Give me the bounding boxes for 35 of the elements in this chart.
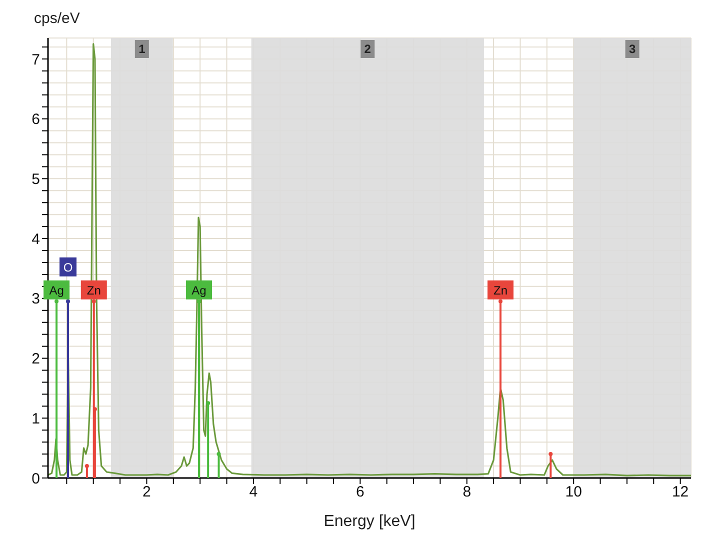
y-tick-label: 3 — [32, 290, 40, 308]
band-label: 3 — [628, 42, 636, 56]
x-tick-label: 2 — [142, 484, 151, 501]
x-tick-label: 6 — [356, 484, 364, 501]
y-tick-label: 4 — [32, 230, 40, 248]
point — [197, 299, 202, 304]
band-label: 1 — [138, 42, 146, 56]
y-tick-label: 7 — [32, 51, 40, 68]
annotation: Zn — [493, 283, 508, 298]
y-tick-label: 6 — [32, 111, 40, 128]
x-tick-label: 8 — [462, 484, 472, 501]
point — [92, 299, 96, 304]
y-tick-label: 2 — [32, 350, 40, 368]
x-tick-label: 12 — [672, 484, 689, 501]
point — [66, 299, 70, 304]
point — [84, 464, 89, 468]
y-axis-title: cps/eV — [34, 10, 80, 27]
annotation: O — [63, 260, 73, 274]
y-tick-label: 5 — [32, 171, 40, 188]
y-tick-label: 0 — [32, 470, 40, 488]
y-tick-label: 1 — [32, 410, 40, 428]
point — [206, 401, 210, 406]
annotation: Ag — [192, 283, 206, 298]
line-series — [48, 43, 691, 476]
point — [548, 452, 553, 456]
x-tick-label: 4 — [249, 484, 258, 501]
annotation: Ag — [49, 283, 64, 298]
x-axis-title: Energy [keV] — [324, 513, 416, 530]
point — [498, 299, 502, 304]
x-tick-label: 10 — [565, 484, 582, 501]
point — [54, 299, 59, 304]
band-label: 2 — [364, 42, 372, 56]
point — [216, 452, 221, 456]
point — [92, 407, 97, 412]
annotation: Zn — [86, 283, 101, 298]
